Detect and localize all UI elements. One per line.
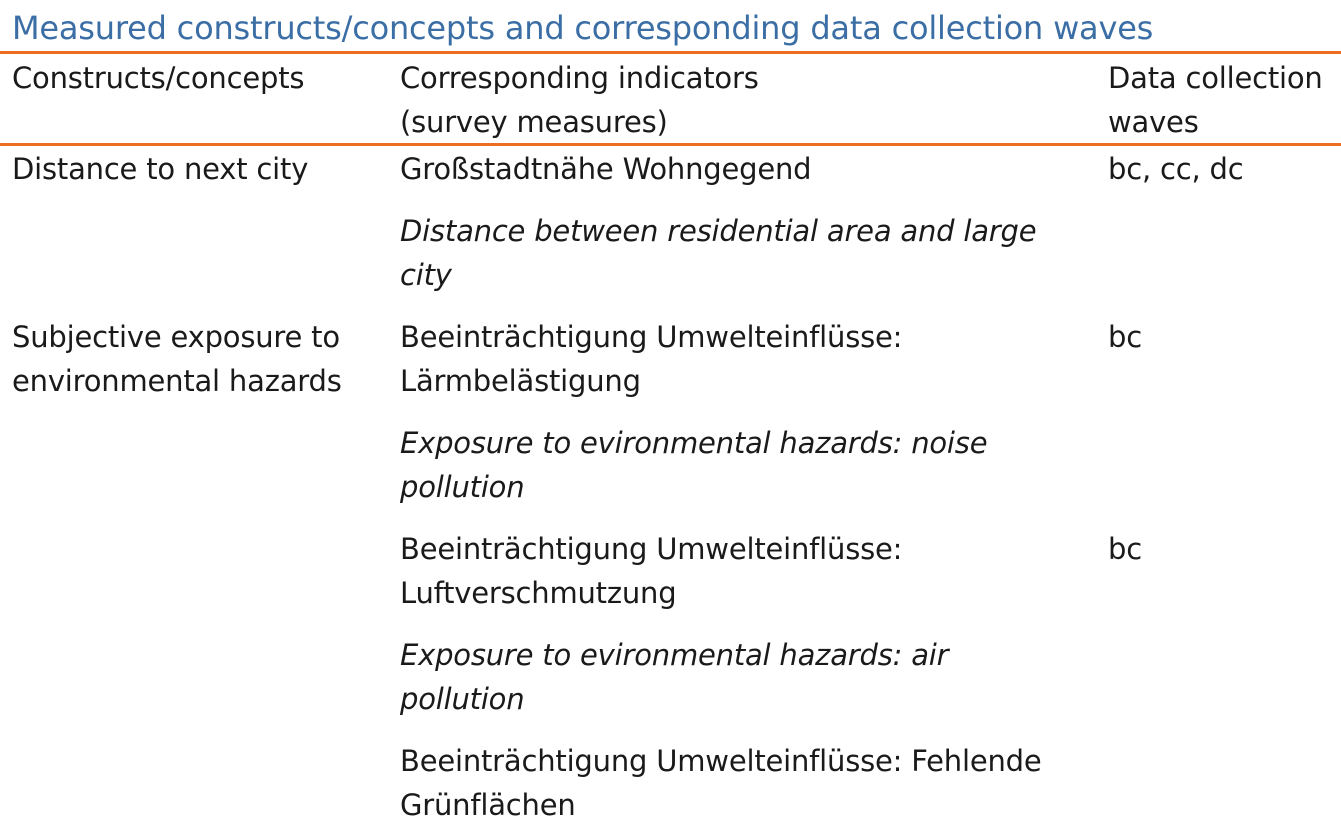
- header-top-rule: [0, 51, 1341, 54]
- waves-value: bc: [1108, 532, 1142, 566]
- indicator-en: Distance between residential area and la…: [400, 214, 1037, 248]
- waves-value: bc, cc, dc: [1108, 152, 1244, 186]
- indicator-de: Grünflächen: [400, 788, 576, 822]
- indicator-de: Großstadtnähe Wohngegend: [400, 152, 812, 186]
- indicator-en: pollution: [400, 682, 525, 716]
- construct-distance: Distance to next city: [12, 152, 309, 186]
- header-waves-line2: waves: [1108, 105, 1199, 139]
- indicator-de: Beeinträchtigung Umwelteinflüsse: Fehlen…: [400, 744, 1042, 778]
- indicator-de: Beeinträchtigung Umwelteinflüsse:: [400, 532, 903, 566]
- indicator-en: Exposure to evironmental hazards: noise: [400, 426, 988, 460]
- waves-value: bc: [1108, 320, 1142, 354]
- header-indicators-line1: Corresponding indicators: [400, 61, 759, 95]
- construct-exposure-line1: Subjective exposure to: [12, 320, 340, 354]
- header-constructs: Constructs/concepts: [12, 61, 305, 95]
- construct-exposure-line2: environmental hazards: [12, 364, 342, 398]
- indicator-de: Lärmbelästigung: [400, 364, 641, 398]
- header-waves-line1: Data collection: [1108, 61, 1323, 95]
- indicator-en: pollution: [400, 470, 525, 504]
- indicator-en: Exposure to evironmental hazards: air: [400, 638, 949, 672]
- table-title: Measured constructs/concepts and corresp…: [12, 9, 1154, 47]
- indicator-de: Beeinträchtigung Umwelteinflüsse:: [400, 320, 903, 354]
- indicator-de: Luftverschmutzung: [400, 576, 677, 610]
- indicator-en: city: [400, 258, 452, 292]
- header-bottom-rule: [0, 143, 1341, 146]
- header-indicators-line2: (survey measures): [400, 105, 668, 139]
